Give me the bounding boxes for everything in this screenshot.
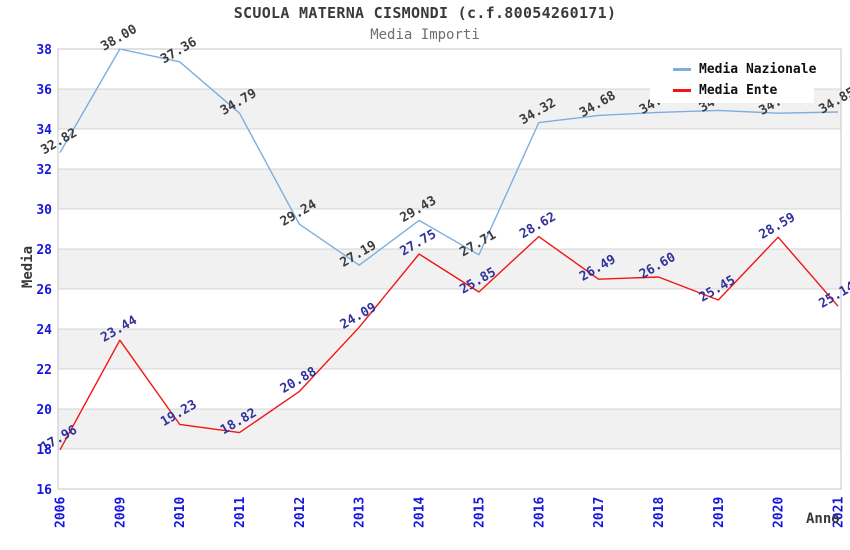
y-tick-label: 26 [36, 283, 52, 298]
legend: Media Nazionale Media Ente [650, 57, 817, 103]
legend-item-media-nazionale: Media Nazionale [673, 62, 817, 78]
plot-band [58, 169, 841, 209]
plot-border [57, 48, 842, 490]
y-tick-label: 38 [36, 43, 52, 58]
series-line-media-nazionale [59, 48, 839, 266]
y-tick-label: 22 [36, 363, 52, 378]
x-tick-label: 2021 [832, 497, 847, 528]
x-tick-label: 2010 [173, 497, 188, 528]
x-tick-label: 2006 [54, 497, 69, 528]
y-axis-title: Media [20, 245, 36, 289]
x-axis-title: Anno [806, 511, 840, 527]
y-tick-label: 36 [36, 83, 52, 98]
y-tick-label: 18 [36, 443, 52, 458]
x-tick-label: 2014 [413, 497, 428, 528]
plot-band [58, 449, 841, 489]
y-tick-label: 34 [36, 123, 52, 138]
plot-band [58, 289, 841, 329]
plot-band [58, 369, 841, 409]
legend-item-media-ente: Media Ente [673, 83, 814, 98]
plot-band [58, 209, 841, 249]
y-tick-label: 30 [36, 203, 52, 218]
x-tick-label: 2017 [592, 497, 607, 528]
x-tick-label: 2015 [472, 497, 487, 528]
x-tick-label: 2009 [113, 497, 128, 528]
y-tick-label: 28 [36, 243, 52, 258]
plot-band [58, 409, 841, 449]
legend-swatch-nazionale-icon [673, 68, 691, 72]
y-tick-label: 24 [36, 323, 52, 338]
x-tick-label: 2011 [233, 497, 248, 528]
x-tick-label: 2016 [532, 497, 547, 528]
y-tick-label: 20 [36, 403, 52, 418]
legend-swatch-ente-icon [673, 88, 691, 92]
x-tick-label: 2020 [772, 497, 787, 528]
x-tick-label: 2018 [652, 497, 667, 528]
series-line-media-ente [59, 235, 839, 451]
plot-band [58, 329, 841, 369]
legend-label-ente: Media Ente [699, 82, 778, 98]
plot-band [58, 129, 841, 169]
y-tick-label: 32 [36, 163, 52, 178]
chart-subtitle: Media Importi [370, 27, 480, 43]
chart-title: SCUOLA MATERNA CISMONDI (c.f.80054260171… [233, 4, 617, 22]
x-tick-label: 2013 [353, 497, 368, 528]
x-tick-label: 2012 [293, 497, 308, 528]
legend-label-nazionale: Media Nazionale [699, 62, 817, 78]
plot-band [58, 249, 841, 289]
x-tick-label: 2019 [712, 497, 727, 528]
y-tick-label: 16 [36, 483, 52, 498]
